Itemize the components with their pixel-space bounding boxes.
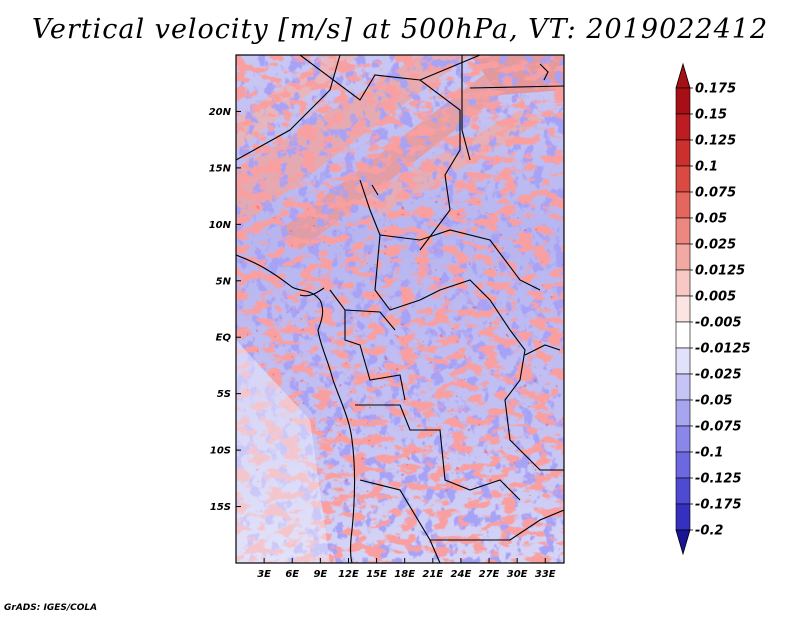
colorbar-bottom-arrow	[675, 529, 691, 556]
grads-credit: GrADS: IGES/COLA	[4, 603, 98, 613]
colorbar-label: -0.175	[695, 498, 742, 513]
longitude-axis: 3E 6E 9E 12E 15E 18E 21E 24E 27E 30E 33E	[257, 558, 556, 580]
lat-tick-label: 10N	[209, 220, 232, 231]
colorbar-swatch	[675, 425, 691, 453]
colorbar-label: -0.075	[695, 420, 742, 435]
lat-tick-label: 20N	[209, 107, 232, 118]
map-title: Vertical velocity [m/s] at 500hPa, VT: 2…	[31, 14, 769, 45]
colorbar-swatch	[675, 87, 691, 115]
lon-tick-label: 33E	[535, 569, 556, 580]
colorbar-label: 0.005	[695, 290, 736, 305]
map-frame	[235, 54, 565, 564]
colorbar-label: -0.125	[695, 472, 742, 487]
colorbar-swatch	[675, 503, 691, 531]
colorbar-label: 0.025	[695, 238, 736, 253]
colorbar-label: 0.05	[695, 212, 727, 227]
colorbar-label: -0.025	[695, 368, 742, 383]
lon-tick-label: 12E	[338, 569, 359, 580]
lon-tick-label: 21E	[422, 569, 443, 580]
colorbar-label: -0.2	[695, 524, 723, 539]
colorbar-swatch	[675, 399, 691, 427]
colorbar-label: 0.125	[695, 134, 736, 149]
lon-tick-label: 27E	[479, 569, 500, 580]
colorbar-swatch	[675, 113, 691, 141]
colorbar-swatch	[675, 477, 691, 505]
colorbar-label: -0.0125	[695, 342, 751, 357]
colorbar-swatch	[675, 139, 691, 167]
colorbar-label: -0.005	[695, 316, 742, 331]
colorbar-swatch	[675, 191, 691, 219]
colorbar-swatch	[675, 217, 691, 245]
lon-tick-label: 9E	[313, 569, 327, 580]
colorbar-swatch	[675, 295, 691, 323]
vertical-velocity-field	[236, 55, 564, 563]
country-borders	[236, 55, 564, 563]
colorbar-top-arrow	[675, 62, 691, 89]
colorbar-swatch	[675, 165, 691, 193]
colorbar-swatch	[675, 321, 691, 349]
lat-tick-label: EQ	[216, 333, 232, 344]
lon-tick-label: 15E	[366, 569, 387, 580]
lon-tick-label: 24E	[451, 569, 472, 580]
colorbar-label: -0.05	[695, 394, 732, 409]
colorbar-swatch	[675, 347, 691, 375]
lon-tick-label: 6E	[285, 569, 299, 580]
lat-tick-label: 15S	[210, 502, 231, 513]
lat-tick-label: 15N	[209, 163, 232, 174]
colorbar-label: -0.1	[695, 446, 723, 461]
colorbar-swatch	[675, 373, 691, 401]
lon-tick-label: 18E	[394, 569, 415, 580]
colorbar-label: 0.075	[695, 186, 736, 201]
colorbar-label: 0.175	[695, 82, 736, 97]
colorbar-label: 0.15	[695, 108, 727, 123]
colorbar-swatch	[675, 269, 691, 297]
lon-tick-label: 3E	[257, 569, 271, 580]
colorbar-label: 0.0125	[695, 264, 745, 279]
colorbar-legend: 0.175 0.15 0.125 0.1 0.075 0.05 0.025 0.0125 0.0…	[675, 62, 751, 556]
colorbar-swatch	[675, 243, 691, 271]
colorbar-label: 0.1	[695, 160, 718, 175]
latitude-axis: 20N 15N 10N 5N EQ 5S 10S 15S	[209, 107, 241, 513]
lon-tick-label: 30E	[507, 569, 528, 580]
lat-tick-label: 5N	[216, 276, 232, 287]
lat-tick-label: 5S	[217, 389, 231, 400]
lat-tick-label: 10S	[210, 446, 231, 457]
colorbar-swatch	[675, 451, 691, 479]
